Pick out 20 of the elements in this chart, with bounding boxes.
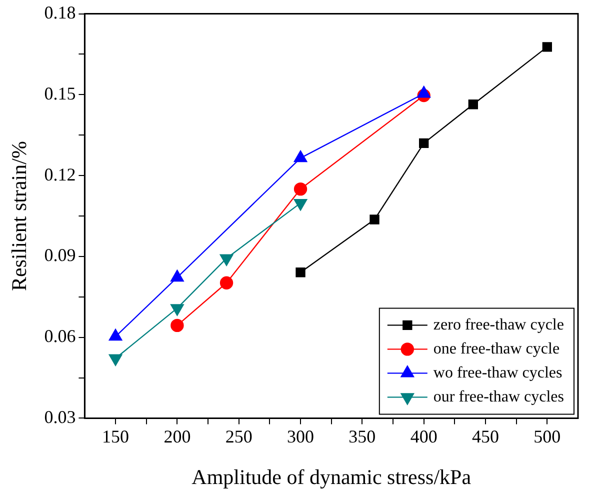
y-tick-label: 0.03 [44, 406, 76, 427]
x-tick-label: 400 [410, 426, 438, 447]
x-tick-label: 350 [348, 426, 376, 447]
x-tick-label: 300 [287, 426, 314, 447]
y-tick-label: 0.06 [44, 326, 76, 346]
x-tick-label: 200 [164, 426, 191, 447]
legend-label: wo free-thaw cycles [433, 364, 562, 382]
x-tick-label: 150 [102, 426, 130, 447]
y-tick-label: 0.12 [44, 164, 76, 184]
x-tick-label: 500 [534, 426, 561, 447]
y-tick-label: 0.18 [44, 2, 76, 23]
legend-label: zero free-thaw cycle [433, 316, 564, 334]
y-axis-title: Resilient strain/% [7, 141, 32, 291]
legend-label: one free-thaw cycle [433, 340, 560, 358]
x-tick-label: 450 [472, 426, 500, 447]
x-tick-label: 250 [225, 426, 252, 447]
y-tick-label: 0.15 [44, 83, 76, 104]
y-tick-label: 0.09 [44, 245, 76, 266]
x-axis-title: Amplitude of dynamic stress/kPa [192, 464, 472, 489]
legend-label: our free-thaw cycles [433, 388, 564, 406]
